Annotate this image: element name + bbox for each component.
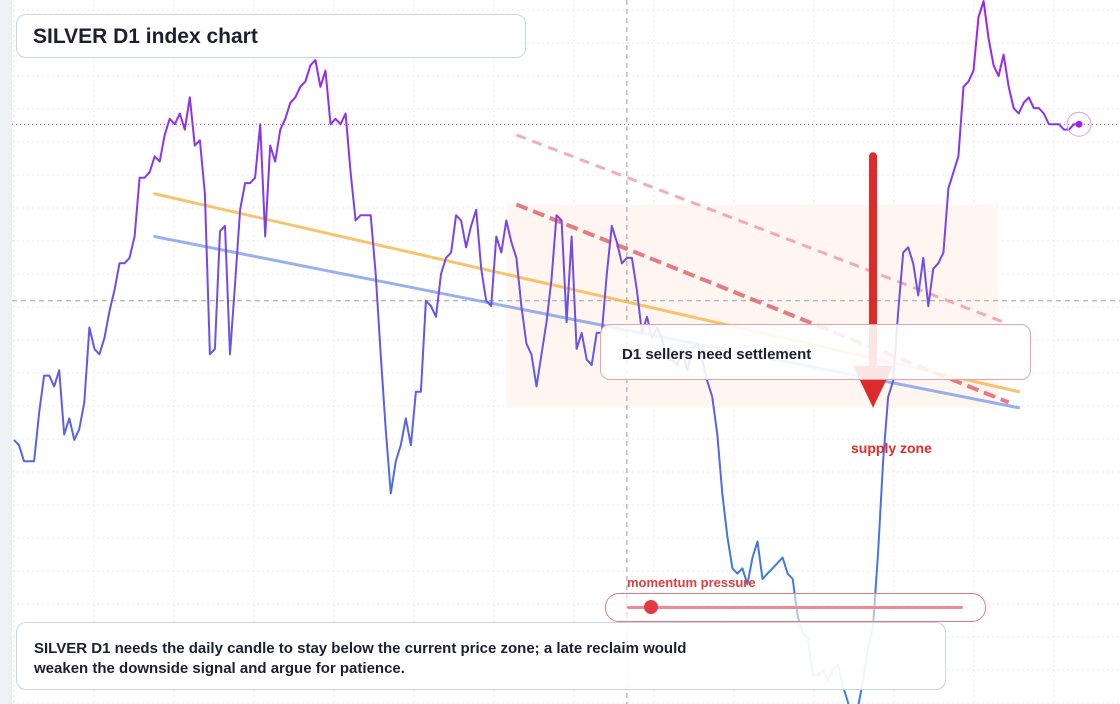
supply-zone-label: supply zone [851, 440, 932, 456]
note-card: SILVER D1 needs the daily candle to stay… [16, 622, 946, 690]
settlement-text: D1 sellers need settlement [622, 346, 812, 363]
chart-title: SILVER D1 index chart [33, 25, 258, 48]
chart-title-card: SILVER D1 index chart [16, 14, 526, 58]
momentum-gauge [605, 593, 986, 622]
last-price-dot [1075, 120, 1083, 128]
note-text: SILVER D1 needs the daily candle to stay… [34, 640, 687, 677]
price-series-line [13, 0, 1079, 704]
resistance-line-faint [515, 133, 1005, 324]
last-price-ring [1066, 111, 1092, 137]
settlement-callout: D1 sellers need settlement [600, 324, 1031, 380]
momentum-track [627, 606, 963, 609]
momentum-label: momentum pressure [627, 575, 756, 590]
momentum-knob [643, 600, 658, 614]
left-axis-strip [0, 0, 12, 704]
